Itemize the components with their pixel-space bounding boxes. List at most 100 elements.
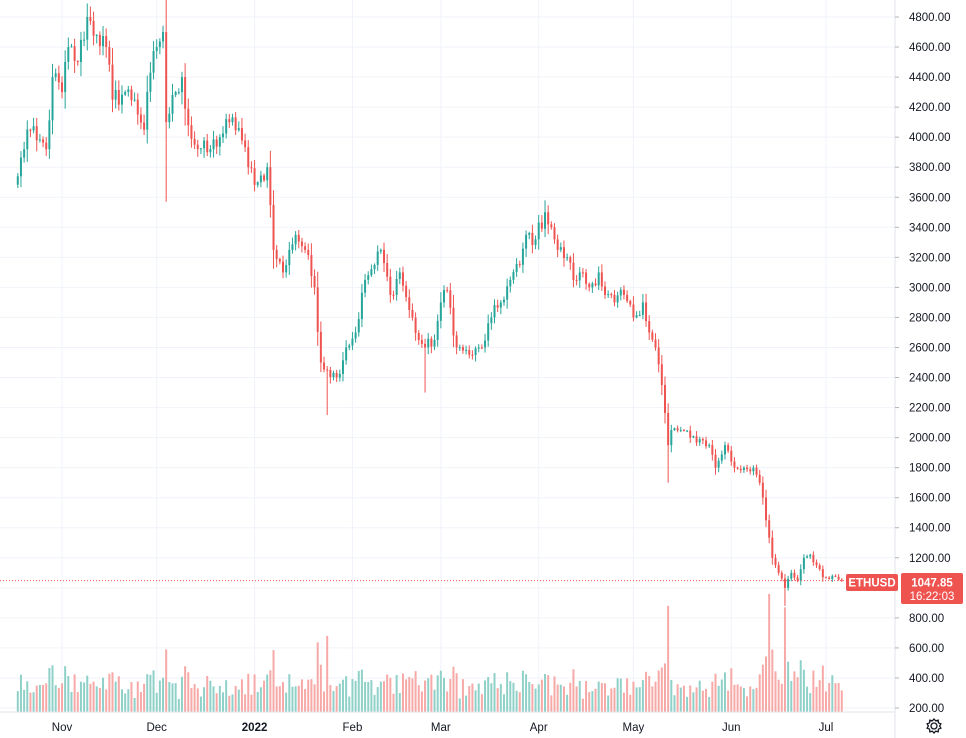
volume-bar: [212, 686, 215, 712]
volume-bar: [424, 680, 427, 712]
volume-bar: [723, 672, 726, 712]
volume-bar: [35, 685, 38, 712]
volume-bar: [61, 683, 63, 712]
candle-body: [556, 239, 559, 250]
candle-body: [313, 275, 316, 288]
volume-bar: [345, 676, 348, 712]
candle-body: [326, 369, 329, 371]
candle-body: [266, 167, 269, 181]
volume-bar: [168, 682, 171, 712]
candle-body: [547, 212, 550, 225]
candle-body: [373, 264, 376, 270]
candle-body: [190, 125, 193, 139]
candle-body: [158, 41, 161, 48]
volume-bar: [667, 605, 670, 712]
candle-body: [332, 372, 335, 378]
price-tick-label: 4800.00: [909, 12, 951, 24]
candle-body: [525, 234, 528, 249]
candle-body: [73, 46, 76, 61]
candle-body: [414, 317, 417, 333]
candle-body: [285, 265, 288, 273]
candle-body: [717, 460, 720, 468]
volume-bar: [461, 679, 464, 712]
volume-bar: [165, 649, 168, 712]
candle-body: [57, 73, 60, 83]
volume-bar: [237, 689, 240, 712]
volume-bar: [196, 688, 199, 712]
volume-bar: [357, 670, 360, 712]
candle-body: [54, 73, 57, 78]
volume-bar: [174, 683, 177, 712]
volume-bar: [676, 684, 679, 712]
candle-body: [19, 157, 22, 177]
candle-body: [638, 314, 641, 316]
volume-bar: [51, 665, 54, 712]
candle-body: [386, 262, 389, 277]
candle-body: [133, 99, 136, 101]
candle-body: [281, 261, 284, 273]
volume-bar: [799, 660, 802, 712]
time-axis[interactable]: Nov Dec 2022 Feb Mar Apr May Jun Jul: [52, 722, 834, 734]
candle-body: [76, 60, 79, 63]
candle-body: [733, 461, 736, 468]
volume-bar: [187, 672, 190, 712]
volume-bar: [323, 691, 326, 712]
volume-bar: [452, 666, 455, 712]
volume-bar: [98, 687, 101, 712]
volume-bar: [607, 695, 610, 712]
volume-bar: [534, 688, 537, 712]
volume-bar: [45, 683, 48, 712]
volume-bar: [446, 691, 449, 712]
candle-body: [398, 272, 401, 280]
volume-bar: [392, 693, 395, 712]
candle-body: [720, 454, 723, 461]
candle-body: [686, 430, 689, 432]
candle-body: [319, 331, 322, 363]
candle-body: [297, 234, 300, 242]
candle-body: [695, 436, 698, 443]
volume-bar: [487, 677, 490, 712]
candle-body: [465, 349, 468, 351]
volume-bar: [105, 689, 108, 712]
candle-body: [622, 289, 625, 295]
volume-bar: [578, 680, 581, 712]
price-tick-label: 2600.00: [909, 342, 951, 354]
candle-body: [259, 175, 262, 183]
volume-bar: [111, 672, 114, 712]
settings-button[interactable]: [926, 718, 942, 734]
candle-body: [629, 301, 632, 305]
candle-body: [89, 17, 92, 22]
volume-bar: [401, 673, 404, 712]
volume-bar: [360, 669, 363, 712]
candle-body: [597, 272, 600, 286]
volume-bar: [651, 686, 654, 712]
candle-body: [51, 77, 54, 121]
candle-body: [177, 92, 180, 94]
candle-body: [130, 89, 133, 101]
candle-body: [802, 557, 805, 570]
volume-bar: [499, 683, 502, 712]
volume-bar: [727, 690, 730, 712]
volume-bar: [263, 680, 266, 712]
candle-body: [723, 445, 726, 455]
candle-body: [758, 474, 761, 483]
candle-body: [821, 569, 824, 578]
volume-bar: [354, 680, 357, 712]
volume-bar: [304, 688, 307, 712]
volume-bar: [673, 695, 676, 712]
volume-bar: [581, 698, 584, 712]
volume-bar: [193, 684, 196, 712]
volume-bar: [701, 690, 704, 712]
volume-bar: [496, 688, 499, 712]
candle-body: [376, 251, 379, 265]
candle-body: [117, 90, 120, 105]
price-tick-label: 1200.00: [909, 553, 951, 565]
volume-bar: [730, 668, 733, 712]
volume-bar: [768, 593, 771, 712]
volume-bar: [408, 676, 411, 712]
candle-body: [559, 247, 562, 250]
volume-bar: [171, 683, 174, 712]
candle-body: [83, 39, 86, 41]
